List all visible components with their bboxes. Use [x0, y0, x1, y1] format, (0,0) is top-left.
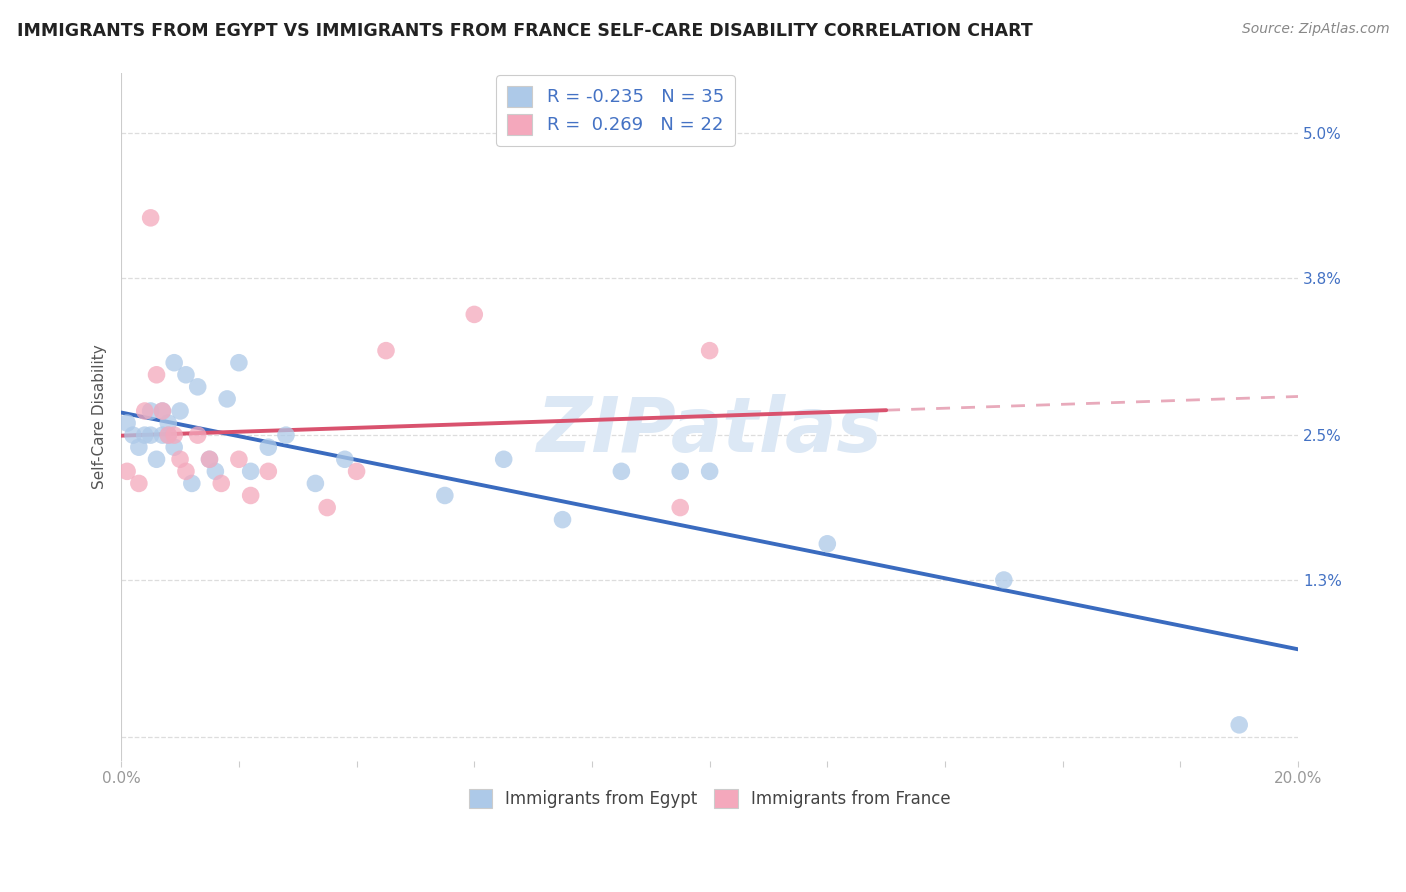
- Point: [228, 452, 250, 467]
- Point: [257, 464, 280, 478]
- Point: [204, 464, 226, 478]
- Y-axis label: Self-Care Disability: Self-Care Disability: [93, 344, 107, 490]
- Point: [157, 416, 180, 430]
- Point: [239, 488, 262, 502]
- Point: [274, 428, 297, 442]
- Point: [463, 307, 485, 321]
- Point: [187, 428, 209, 442]
- Point: [128, 476, 150, 491]
- Point: [375, 343, 398, 358]
- Point: [433, 488, 456, 502]
- Point: [1227, 718, 1250, 732]
- Text: Source: ZipAtlas.com: Source: ZipAtlas.com: [1241, 22, 1389, 37]
- Point: [174, 464, 197, 478]
- Point: [122, 428, 145, 442]
- Point: [198, 452, 221, 467]
- Point: [145, 452, 167, 467]
- Point: [115, 464, 138, 478]
- Point: [198, 452, 221, 467]
- Point: [610, 464, 633, 478]
- Legend: Immigrants from Egypt, Immigrants from France: Immigrants from Egypt, Immigrants from F…: [463, 782, 957, 814]
- Point: [333, 452, 356, 467]
- Point: [551, 513, 574, 527]
- Point: [180, 476, 202, 491]
- Point: [152, 404, 174, 418]
- Point: [209, 476, 232, 491]
- Point: [187, 380, 209, 394]
- Point: [316, 500, 339, 515]
- Point: [257, 440, 280, 454]
- Point: [115, 416, 138, 430]
- Point: [139, 428, 162, 442]
- Point: [174, 368, 197, 382]
- Text: ZIPatlas: ZIPatlas: [537, 393, 883, 467]
- Point: [669, 500, 692, 515]
- Point: [304, 476, 326, 491]
- Point: [815, 537, 838, 551]
- Point: [239, 464, 262, 478]
- Point: [157, 428, 180, 442]
- Point: [669, 464, 692, 478]
- Point: [169, 404, 191, 418]
- Point: [139, 404, 162, 418]
- Point: [169, 452, 191, 467]
- Point: [152, 428, 174, 442]
- Point: [163, 440, 186, 454]
- Point: [157, 428, 180, 442]
- Point: [163, 356, 186, 370]
- Point: [699, 464, 721, 478]
- Point: [993, 573, 1015, 587]
- Point: [217, 392, 239, 406]
- Point: [699, 343, 721, 358]
- Point: [134, 428, 156, 442]
- Point: [152, 404, 174, 418]
- Point: [145, 368, 167, 382]
- Point: [492, 452, 515, 467]
- Point: [128, 440, 150, 454]
- Point: [139, 211, 162, 225]
- Point: [228, 356, 250, 370]
- Point: [346, 464, 368, 478]
- Point: [163, 428, 186, 442]
- Point: [134, 404, 156, 418]
- Text: IMMIGRANTS FROM EGYPT VS IMMIGRANTS FROM FRANCE SELF-CARE DISABILITY CORRELATION: IMMIGRANTS FROM EGYPT VS IMMIGRANTS FROM…: [17, 22, 1032, 40]
